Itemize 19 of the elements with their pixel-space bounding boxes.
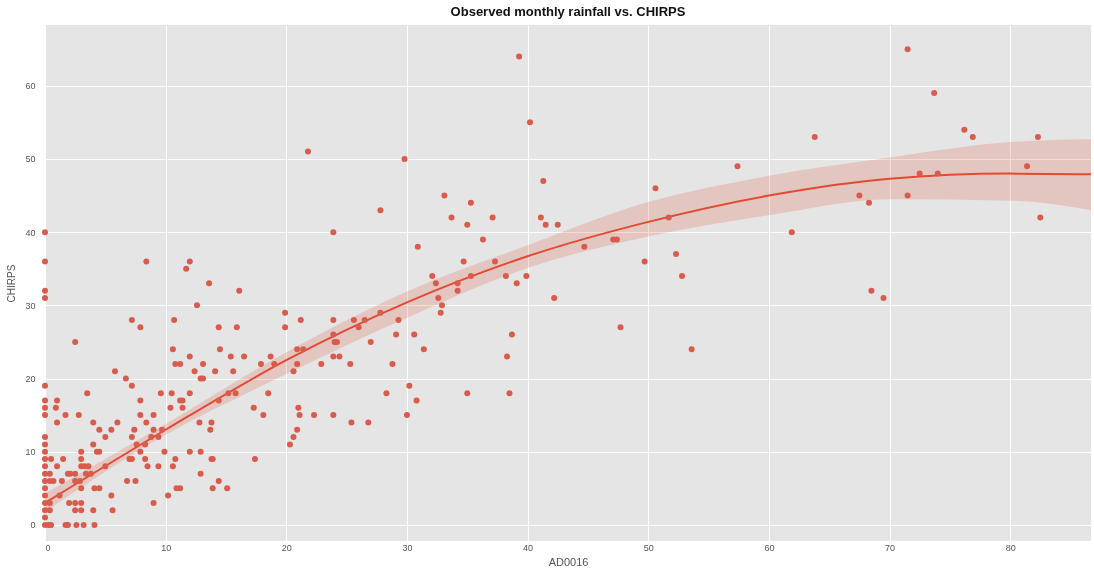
x-tick-label: 10 xyxy=(161,542,172,553)
x-tick-label: 40 xyxy=(523,542,534,553)
x-tick-label: 20 xyxy=(281,542,292,553)
y-tick-label: 60 xyxy=(25,81,36,92)
x-tick-label: 60 xyxy=(764,542,775,553)
x-axis-title: AD0016 xyxy=(548,555,589,568)
x-tick-label: 30 xyxy=(402,542,413,553)
x-tick-label: 80 xyxy=(1005,542,1016,553)
x-tick-label: 50 xyxy=(643,542,654,553)
x-tick-label: 0 xyxy=(45,542,51,553)
y-tick-label: 50 xyxy=(25,154,36,165)
y-axis-title: CHIRPS xyxy=(6,264,18,303)
x-tick-label: 70 xyxy=(885,542,896,553)
y-tick-label: 0 xyxy=(30,520,36,531)
y-tick-label: 10 xyxy=(25,447,36,458)
y-tick-label: 40 xyxy=(25,227,36,238)
chart-title: Observed monthly rainfall vs. CHIRPS xyxy=(450,4,686,19)
y-tick-label: 20 xyxy=(25,374,36,385)
y-tick-label: 30 xyxy=(25,300,36,311)
